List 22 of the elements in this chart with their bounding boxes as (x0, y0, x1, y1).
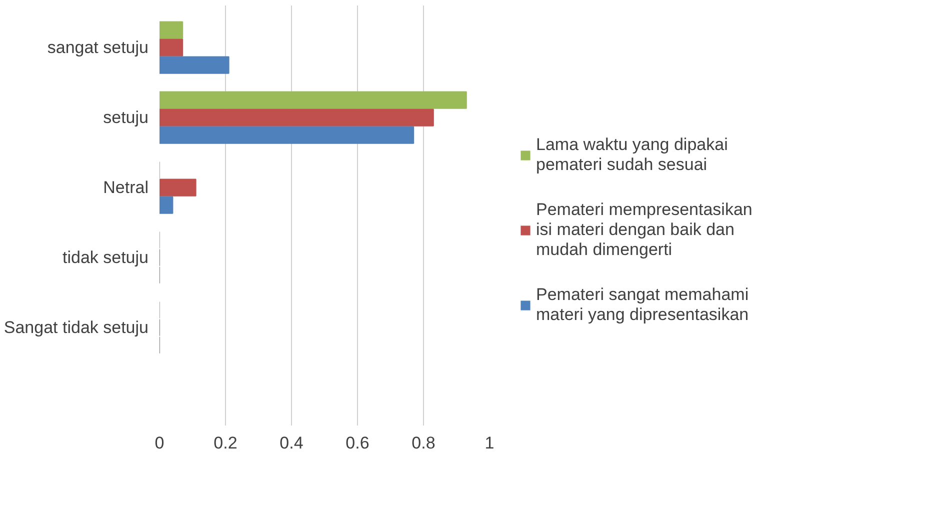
bar (160, 91, 467, 109)
bar (160, 196, 174, 214)
x-tick-label: 0.2 (214, 434, 238, 452)
bar (160, 126, 414, 144)
bar (160, 56, 230, 74)
legend-label: Pemateri sangat memahami materi yang dipresentasikan (536, 284, 749, 324)
y-tick-label: setuju (103, 108, 149, 127)
legend-label: Lama waktu yang dipakai pemateri sudah sesuai (536, 134, 728, 174)
x-tick-label: 0.4 (280, 434, 304, 452)
y-tick-label: Sangat tidak setuju (4, 318, 149, 337)
legend-label: Pemateri mempresentasikan isi materi dengan baik dan mudah dimengerti (536, 200, 752, 260)
x-tick-label: 1 (484, 434, 494, 452)
bar (160, 21, 184, 39)
x-tick-label: 0 (154, 434, 164, 452)
bar (160, 108, 434, 126)
y-tick-label: sangat setuju (47, 38, 149, 57)
x-tick-label: 0.6 (346, 434, 370, 452)
bar (160, 178, 196, 196)
x-tick-label: 0.8 (412, 434, 436, 452)
y-tick-label: Netral (103, 178, 149, 197)
bar (160, 38, 184, 56)
y-tick-label: tidak setuju (62, 248, 149, 267)
